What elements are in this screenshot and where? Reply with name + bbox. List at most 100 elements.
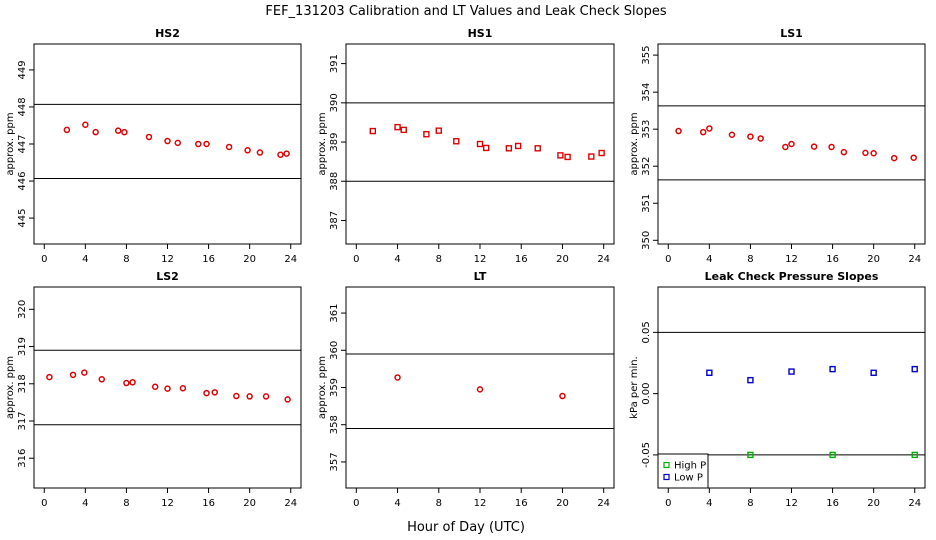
plot-frame	[657, 43, 926, 245]
data-point	[277, 151, 284, 158]
data-point	[63, 126, 71, 134]
data-point	[179, 384, 187, 392]
y-tick-label: -0.05	[641, 442, 652, 468]
y-tick-label: 317	[17, 411, 28, 430]
data-point	[400, 126, 407, 134]
data-point	[862, 149, 869, 157]
x-axis: 0 4 8 12 16 20 24	[353, 488, 610, 509]
data-point	[788, 368, 795, 375]
data-point	[164, 137, 171, 145]
x-tick-label: 12	[785, 498, 798, 509]
y-tick-label: 361	[329, 304, 340, 323]
data-point	[283, 150, 290, 157]
data-point	[911, 451, 918, 459]
y-tick-label: 448	[17, 97, 28, 116]
y-tick-label: 391	[329, 54, 340, 73]
x-tick-label: 12	[161, 498, 174, 509]
data-point	[92, 128, 99, 136]
data-point	[534, 145, 541, 152]
y-tick-label: 351	[641, 194, 652, 213]
x-tick-label: 24	[284, 254, 297, 265]
y-axis-label: approx. ppm	[317, 356, 328, 419]
y-tick-label: 0.05	[641, 321, 652, 343]
y-tick-label: 360	[329, 341, 340, 360]
y-axis: -0.05 0.00 0.05	[641, 321, 658, 468]
x-tick-label: 24	[908, 254, 921, 265]
data-point	[174, 139, 182, 147]
x-tick-label: 12	[785, 254, 798, 265]
panel-title: LS2	[156, 270, 179, 283]
data-point	[890, 154, 898, 162]
y-tick-label: 320	[17, 300, 28, 319]
data-point	[233, 392, 240, 400]
data-point	[757, 135, 764, 142]
x-tick-label: 16	[202, 498, 215, 509]
data-point	[98, 376, 106, 383]
data-point	[114, 127, 122, 134]
x-tick-label: 12	[474, 498, 487, 509]
series-0	[394, 374, 566, 400]
x-tick-label: 24	[284, 498, 297, 509]
x-tick-label: 4	[706, 254, 712, 265]
x-axis: 0 4 8 12 16 20 24	[41, 488, 297, 509]
y-tick-label: 353	[641, 120, 652, 139]
y-axis: 316 317 318 319 320	[17, 300, 34, 468]
x-tick-label: 8	[747, 498, 753, 509]
data-point	[394, 374, 401, 381]
data-point	[810, 143, 818, 150]
data-point	[706, 125, 713, 132]
data-point	[476, 140, 484, 148]
y-tick-label: 358	[329, 415, 340, 434]
series-0	[63, 121, 290, 158]
x-tick-label: 12	[161, 254, 174, 265]
data-point	[564, 153, 571, 161]
x-tick-label: 8	[123, 254, 129, 265]
data-point	[782, 143, 789, 151]
y-axis: 357 358 359 360 361	[329, 304, 346, 471]
data-point	[788, 140, 795, 148]
y-tick-label: 449	[17, 60, 28, 79]
x-tick-label: 20	[243, 498, 256, 509]
series-1	[706, 365, 918, 384]
panel-5: Leak Check Pressure Slopes 0 4 8 12 16 20 24 -0.…	[629, 270, 926, 509]
data-point	[747, 376, 754, 384]
data-point	[706, 369, 713, 376]
data-point	[81, 369, 88, 376]
y-axis: 445 446 447 448 449	[17, 60, 34, 228]
y-tick-label: 318	[17, 374, 28, 393]
x-tick-label: 8	[436, 498, 442, 509]
data-point	[145, 133, 153, 141]
y-axis-label: approx. ppm	[5, 356, 16, 419]
x-tick-label: 20	[243, 254, 256, 265]
data-point	[675, 127, 682, 135]
data-point	[435, 127, 442, 134]
x-tick-label: 4	[394, 498, 400, 509]
data-point	[244, 147, 251, 154]
y-tick-label: 355	[641, 46, 652, 65]
y-tick-label: 389	[329, 132, 340, 151]
y-axis: 387 388 389 390 391	[329, 54, 346, 230]
y-tick-label: 354	[641, 83, 652, 102]
x-tick-label: 0	[665, 254, 671, 265]
y-tick-label: 357	[329, 452, 340, 471]
data-point	[829, 451, 836, 459]
panel-title: HS2	[155, 27, 180, 40]
data-point	[256, 149, 264, 156]
y-tick-label: 390	[329, 93, 340, 112]
series-0	[675, 125, 917, 162]
y-tick-label: 388	[329, 172, 340, 191]
data-point	[203, 140, 210, 148]
panel-2: LS1 0 4 8 12 16 20 24 350 351 352 353 354 355 approx. …	[629, 27, 926, 265]
data-point	[123, 379, 130, 387]
x-tick-label: 24	[597, 254, 610, 265]
y-axis-label: approx. ppm	[629, 112, 640, 175]
legend-box	[657, 453, 709, 489]
x-tick-label: 20	[556, 498, 569, 509]
data-point	[747, 133, 754, 140]
x-tick-label: 20	[556, 254, 569, 265]
y-tick-label: 319	[17, 337, 28, 356]
x-tick-label: 12	[474, 254, 487, 265]
panel-title: HS1	[468, 27, 493, 40]
data-point	[911, 365, 918, 373]
data-point	[69, 371, 77, 379]
